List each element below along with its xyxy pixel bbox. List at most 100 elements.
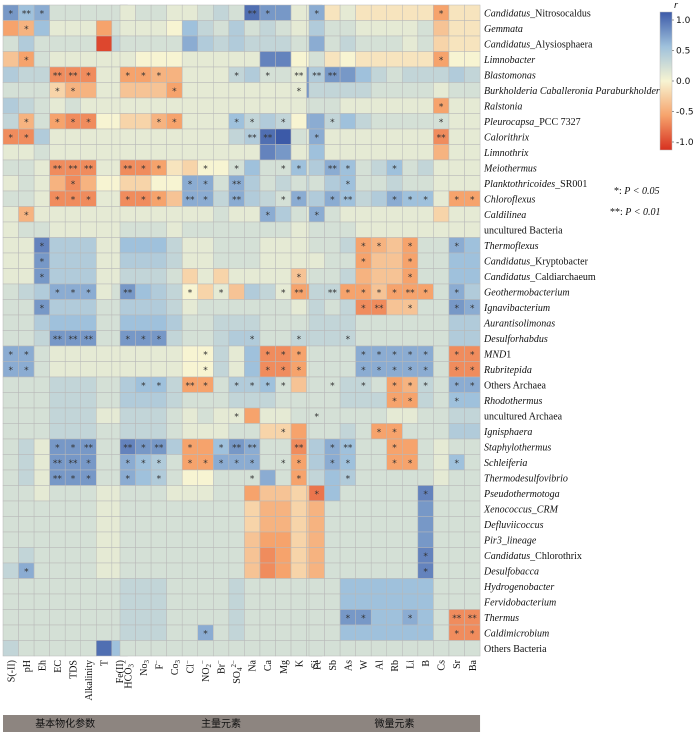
heatmap-cell: [290, 113, 307, 130]
significance-mark: *: [24, 56, 29, 66]
significance-mark: *: [377, 288, 382, 298]
significance-mark: *: [454, 242, 459, 252]
heatmap-cell: [370, 51, 388, 68]
significance-mark: *: [141, 459, 146, 469]
heatmap-cell: [433, 609, 450, 626]
heatmap-cell: [448, 485, 465, 502]
significance-mark: **: [437, 133, 447, 143]
heatmap-cell: [197, 20, 214, 37]
heatmap-cell: [433, 20, 450, 37]
heatmap-cell: [244, 361, 261, 378]
heatmap-cell: [135, 20, 152, 37]
significance-mark: *: [24, 118, 29, 128]
heatmap-cell: [464, 35, 481, 52]
significance-mark: *: [281, 195, 286, 205]
heatmap-cell: [228, 283, 245, 300]
heatmap-cell: [135, 593, 152, 610]
significance-mark: **: [68, 164, 78, 174]
heatmap-cell: [402, 500, 419, 517]
heatmap-cell: [339, 578, 356, 595]
heatmap-cell: [339, 361, 356, 378]
significance-mark: *: [454, 459, 459, 469]
heatmap-cell: [228, 4, 245, 21]
heatmap-cell: [197, 113, 214, 130]
heatmap-cell: [150, 221, 167, 238]
heatmap-cell: [150, 51, 167, 68]
heatmap-cell: [49, 20, 66, 37]
group-label: 基本物化参数: [35, 717, 95, 730]
column-label: HCO3−: [121, 660, 135, 689]
column-label: T: [100, 660, 111, 666]
heatmap-cell: [33, 454, 50, 471]
heatmap-cell: [324, 407, 341, 424]
heatmap-cell: [64, 485, 81, 502]
significance-mark: **: [123, 443, 133, 453]
heatmap-cell: [308, 423, 325, 440]
significance-mark: *: [86, 118, 91, 128]
heatmap-cell: [181, 392, 198, 409]
heatmap-cell: [259, 252, 276, 269]
heatmap-cell: [417, 4, 434, 21]
heatmap-cell: [213, 330, 230, 347]
heatmap-cell: [33, 35, 50, 52]
heatmap-cell: [197, 531, 214, 548]
heatmap-cell: [33, 283, 50, 300]
heatmap-cell: [324, 547, 341, 564]
heatmap-cell: [308, 221, 325, 238]
heatmap-cell: [80, 252, 97, 269]
column-label: Mg: [279, 660, 290, 674]
heatmap-cell: [308, 624, 325, 641]
heatmap-cell: [355, 392, 372, 409]
heatmap-cell: [244, 51, 261, 68]
heatmap-cell: [464, 237, 481, 254]
significance-mark: *: [71, 443, 76, 453]
significance-mark: *: [203, 350, 208, 360]
heatmap-cell: [433, 66, 450, 83]
group-label: 微量元素: [375, 717, 415, 730]
heatmap-cell: [135, 500, 152, 517]
heatmap-cell: [433, 361, 450, 378]
significance-mark: *: [297, 350, 302, 360]
heatmap-cell: [96, 469, 113, 486]
significance-mark: *: [203, 164, 208, 174]
heatmap-cell: [2, 314, 19, 331]
row-label: Calorithrix: [484, 132, 530, 143]
heatmap-cell: [166, 469, 183, 486]
heatmap-cell: [119, 392, 136, 409]
heatmap-cell: [355, 82, 372, 99]
heatmap-cell: [166, 547, 183, 564]
significance-mark: *: [361, 350, 366, 360]
heatmap-cell: [166, 66, 183, 83]
heatmap-cell: [119, 20, 136, 37]
heatmap-cell: [448, 97, 465, 114]
significance-mark: *: [188, 443, 193, 453]
heatmap-cell: [386, 175, 403, 192]
heatmap-cell: [197, 252, 214, 269]
heatmap-cell: [150, 82, 167, 99]
row-label: Candidatus_Kryptobacter: [484, 256, 589, 267]
column-label: SO42−: [230, 660, 244, 684]
heatmap-cell: [49, 407, 66, 424]
heatmap-cell: [96, 593, 113, 610]
heatmap-cell: [244, 500, 261, 517]
heatmap-cell: [2, 578, 19, 595]
heatmap-cell: [64, 376, 81, 393]
note-text-1: P < 0.05: [624, 186, 660, 197]
heatmap-cell: [181, 35, 198, 52]
heatmap-cell: [433, 252, 450, 269]
significance-mark: *: [423, 366, 428, 376]
heatmap-cell: [119, 361, 136, 378]
heatmap-cell: [49, 51, 66, 68]
heatmap-cell: [49, 206, 66, 223]
heatmap-cell: [402, 407, 419, 424]
heatmap-cell: [213, 376, 230, 393]
column-label: Co3: [170, 660, 182, 676]
heatmap-cell: [290, 221, 307, 238]
heatmap-cell: [290, 407, 307, 424]
significance-mark: *: [408, 614, 413, 624]
heatmap-cell: [228, 252, 245, 269]
significance-mark: **: [232, 180, 242, 190]
heatmap-cell: [80, 144, 97, 161]
heatmap-cell: [339, 66, 356, 83]
heatmap-cell: [355, 624, 372, 641]
